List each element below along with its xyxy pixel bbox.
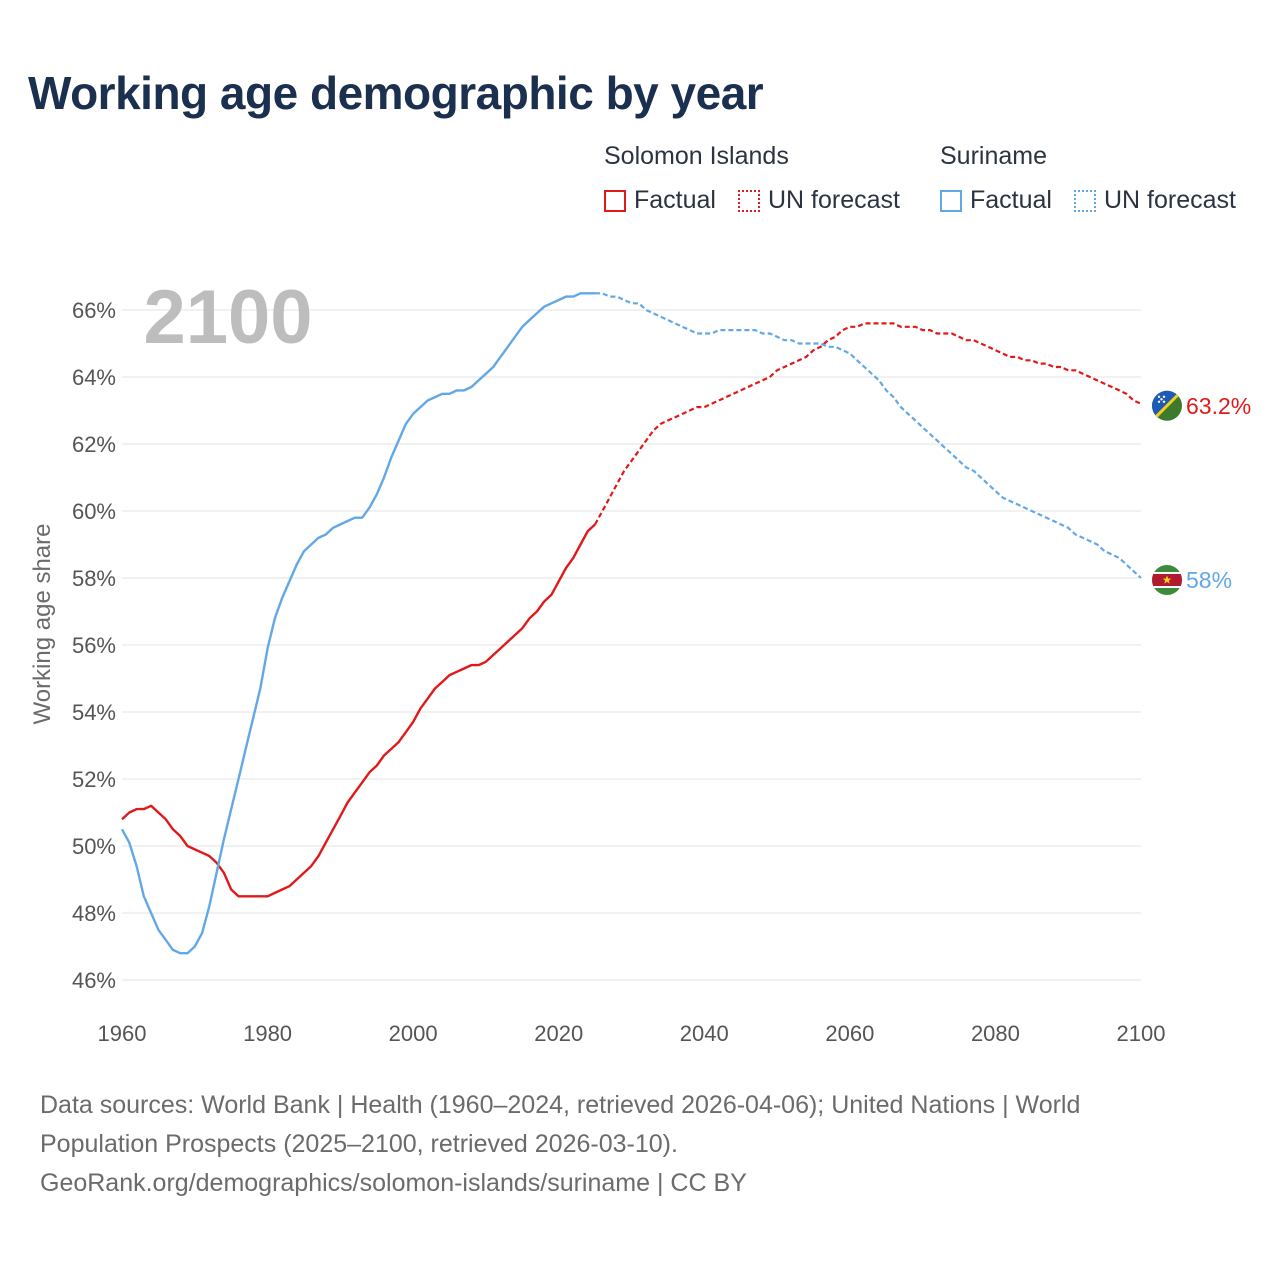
legend-group-suriname: Suriname <box>940 142 1047 170</box>
y-tick-label: 58% <box>72 566 116 591</box>
y-tick-label: 60% <box>72 499 116 524</box>
end-markers: 63.2% 58% <box>1152 390 1251 595</box>
legend-item-solomon-factual[interactable]: Factual <box>604 186 716 215</box>
y-tick-label: 46% <box>72 968 116 993</box>
y-tick-label: 54% <box>72 700 116 725</box>
footer-attribution[interactable]: GeoRank.org/demographics/solomon-islands… <box>40 1169 747 1197</box>
footer-sources-line-1: Data sources: World Bank | Health (1960–… <box>40 1091 1081 1119</box>
legend-item-solomon-forecast[interactable]: UN forecast <box>738 186 900 215</box>
series-line-solomon-islands-factual <box>121 523 596 898</box>
x-tick-label: 1960 <box>98 1021 147 1046</box>
series-line-suriname-forecast <box>595 292 1142 579</box>
footer: Data sources: World Bank | Health (1960–… <box>40 1086 1240 1203</box>
legend-label: Factual <box>970 186 1052 214</box>
x-tick-label: 2060 <box>825 1021 874 1046</box>
x-tick-label: 2040 <box>680 1021 729 1046</box>
legend-label: UN forecast <box>1104 186 1236 214</box>
legend-label: Factual <box>634 186 716 214</box>
legend-swatch-solid-icon <box>604 189 626 212</box>
x-tick-label: 2020 <box>534 1021 583 1046</box>
x-tick-label: 2100 <box>1117 1021 1166 1046</box>
end-value-label-solomon-islands: 63.2% <box>1186 393 1251 419</box>
legend-item-suriname-factual[interactable]: Factual <box>940 186 1052 215</box>
chart-title: Working age demographic by year <box>28 67 764 119</box>
y-tick-label: 62% <box>72 432 116 457</box>
solomon-islands-flag-icon <box>1152 390 1182 421</box>
x-axis-ticks: 1960 1980 2000 2020 2040 2060 2080 2100 <box>98 1021 1166 1046</box>
y-tick-label: 52% <box>72 767 116 792</box>
x-tick-label: 2080 <box>971 1021 1020 1046</box>
legend-item-suriname-forecast[interactable]: UN forecast <box>1074 186 1236 215</box>
year-label: 2100 <box>143 275 312 360</box>
legend-swatch-solid-icon <box>940 189 962 212</box>
suriname-flag-icon <box>1152 565 1182 595</box>
footer-sources-line-2: Population Prospects (2025–2100, retriev… <box>40 1130 678 1158</box>
line-chart: 46%48%50%52%54%56%58%60%62%64%66% 1960 19… <box>29 275 1251 1046</box>
legend-swatch-dotted-icon <box>738 189 760 212</box>
y-axis-ticks: 46% 48% 50% 52% 54% 56% 58% 60% 62% 64% 66% <box>72 298 116 993</box>
y-tick-label: 48% <box>72 901 116 926</box>
end-value-label-suriname: 58% <box>1186 567 1232 593</box>
series-line-solomon-islands-forecast <box>594 322 1142 525</box>
legend-swatch-dotted-icon <box>1074 189 1096 212</box>
y-axis-label: Working age share <box>29 524 56 725</box>
y-tick-label: 64% <box>72 365 116 390</box>
legend: Solomon Islands Factual UN forecast Suri… <box>0 142 1280 222</box>
legend-label: UN forecast <box>768 186 900 214</box>
y-tick-label: 66% <box>72 298 116 323</box>
x-tick-label: 1980 <box>243 1021 292 1046</box>
series-line-suriname-factual <box>120 292 596 955</box>
series-lines <box>120 292 1142 955</box>
legend-group-solomon-islands: Solomon Islands <box>604 142 789 170</box>
gridlines <box>122 309 1141 981</box>
y-tick-label: 50% <box>72 834 116 859</box>
x-tick-label: 2000 <box>389 1021 438 1046</box>
y-tick-label: 56% <box>72 633 116 658</box>
